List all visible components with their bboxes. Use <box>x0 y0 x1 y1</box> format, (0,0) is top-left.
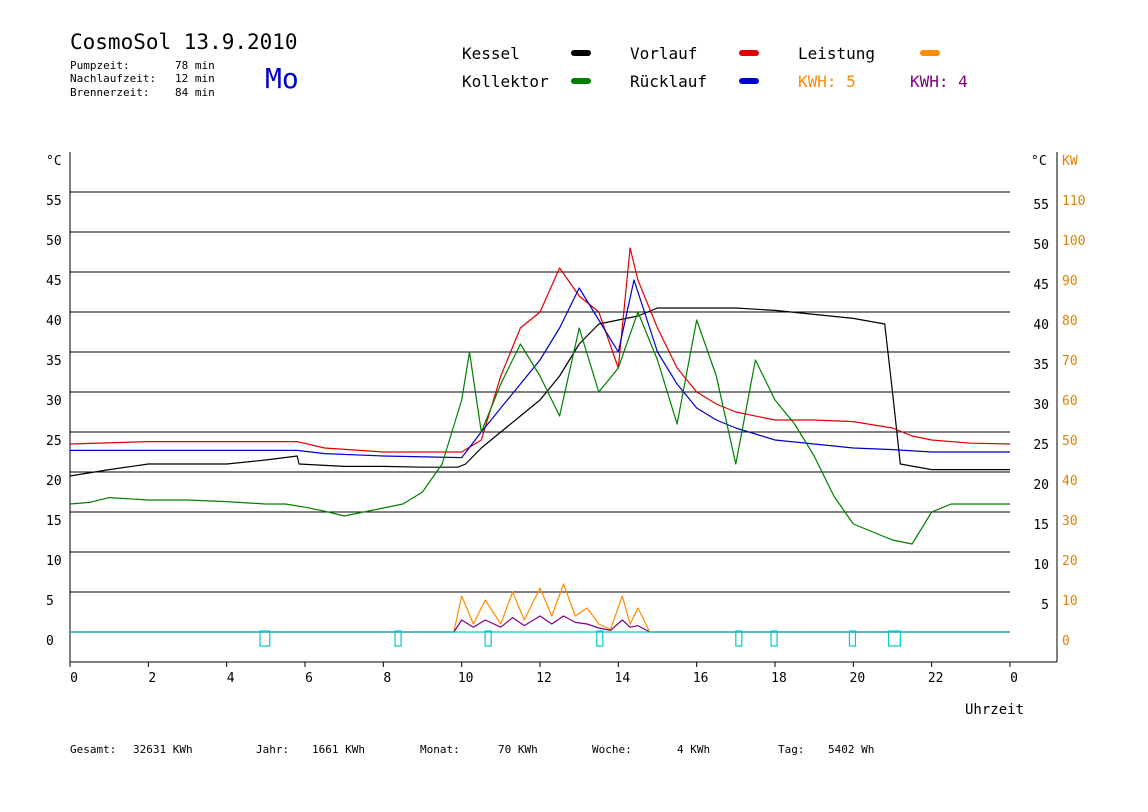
x-tick-label: 6 <box>305 671 313 686</box>
legend-ruecklauf: Rücklauf <box>630 72 708 91</box>
y2-tick-label: 60 <box>1062 394 1078 409</box>
after-run-value: 12 min <box>175 72 215 85</box>
pump-marker <box>735 630 743 647</box>
footer-month-value: 70 KWh <box>498 743 538 756</box>
y-tick-label-left: 15 <box>46 514 62 529</box>
series-line-kessel <box>69 307 1010 477</box>
pump-time-value: 78 min <box>175 59 215 72</box>
y-tick-label-right: 45 <box>1033 278 1049 293</box>
pump-marker <box>596 630 604 647</box>
y-tick-label-left: 5 <box>46 594 54 609</box>
y2-tick-label: 0 <box>1062 634 1070 649</box>
y-tick-label-left: 45 <box>46 274 62 289</box>
y-tick-label-right: 20 <box>1033 478 1049 493</box>
y-tick-label-right: 30 <box>1033 398 1049 413</box>
footer-day-value: 5402 Wh <box>828 743 875 756</box>
pump-marker <box>259 630 271 647</box>
x-tick-label: 10 <box>458 671 474 686</box>
burner-time-label: Brennerzeit: <box>70 86 150 99</box>
y2-tick-label: 70 <box>1062 354 1078 369</box>
y2-tick-label: 110 <box>1062 194 1085 209</box>
footer-total-label: Gesamt: <box>70 743 117 756</box>
chart-title: CosmoSol 13.9.2010 <box>70 30 298 54</box>
legend-ruecklauf-swatch <box>739 78 759 84</box>
pump-marker <box>484 630 492 647</box>
series-line-r-cklauf <box>70 279 1010 459</box>
y-tick-label-right: 10 <box>1033 558 1049 573</box>
legend-vorlauf-swatch <box>739 50 759 56</box>
x-tick-label: 14 <box>615 671 631 686</box>
legend-vorlauf: Vorlauf <box>630 44 698 63</box>
legend-kessel: Kessel <box>462 44 520 63</box>
y-tick-label-left: 25 <box>46 434 62 449</box>
x-tick-label: 4 <box>227 671 235 686</box>
x-tick-label: 22 <box>928 671 944 686</box>
x-tick-label: 18 <box>771 671 787 686</box>
legend-kwh-orange: KWH: 5 <box>798 72 856 91</box>
x-tick-label: 0 <box>1010 671 1018 686</box>
legend-kwh-purple: KWH: 4 <box>910 72 968 91</box>
y2-tick-label: 50 <box>1062 434 1078 449</box>
footer-week-value: 4 KWh <box>677 743 711 756</box>
y-axis-unit-left: °C <box>46 154 62 169</box>
y-tick-label-left: 30 <box>46 394 62 409</box>
series-line-leistung2 <box>70 615 1010 633</box>
legend-leistung: Leistung <box>798 44 876 63</box>
pump-marker <box>394 630 402 647</box>
y-tick-label-right: 15 <box>1033 518 1049 533</box>
footer-year-label: Jahr: <box>256 743 290 756</box>
x-tick-label: 8 <box>383 671 391 686</box>
y-axis-unit-right: °C <box>1031 154 1047 169</box>
y2-tick-label: 10 <box>1062 594 1078 609</box>
y2-tick-label: 90 <box>1062 274 1078 289</box>
series-line-leistung <box>70 583 1010 633</box>
pump-marker <box>887 630 901 647</box>
y-tick-label-left: 55 <box>46 194 62 209</box>
x-tick-label: 0 <box>70 671 78 686</box>
y-tick-label-right: 5 <box>1041 598 1049 613</box>
y-tick-label-right: 40 <box>1033 318 1049 333</box>
burner-time-value: 84 min <box>175 86 215 99</box>
pump-time-label: Pumpzeit: <box>70 59 130 72</box>
x-tick-label: 20 <box>850 671 866 686</box>
y2-axis-unit: KW <box>1062 154 1078 169</box>
y-tick-label-right: 25 <box>1033 438 1049 453</box>
y-tick-label-left: 35 <box>46 354 62 369</box>
x-axis-label: Uhrzeit <box>965 702 1024 718</box>
series-line-vorlauf <box>69 247 1011 453</box>
y2-tick-label: 20 <box>1062 554 1078 569</box>
y2-tick-label: 100 <box>1062 234 1085 249</box>
footer-total-value: 32631 KWh <box>133 743 193 756</box>
footer-month-label: Monat: <box>420 743 460 756</box>
after-run-label: Nachlaufzeit: <box>70 72 157 85</box>
y-tick-label-right: 35 <box>1033 358 1049 373</box>
pump-marker <box>848 630 857 647</box>
y2-tick-label: 30 <box>1062 514 1078 529</box>
x-tick-label: 16 <box>693 671 709 686</box>
y-tick-label-left: 0 <box>46 634 54 649</box>
y-tick-label-right: 50 <box>1033 238 1049 253</box>
y2-tick-label: 80 <box>1062 314 1078 329</box>
y-tick-label-left: 50 <box>46 234 62 249</box>
pump-marker <box>770 630 778 647</box>
y-tick-label-left: 40 <box>46 314 62 329</box>
y-tick-label-left: 20 <box>46 474 62 489</box>
y-tick-label-left: 10 <box>46 554 62 569</box>
series-line-kollektor <box>69 311 1010 545</box>
legend-kollektor-swatch <box>571 78 591 84</box>
y2-tick-label: 40 <box>1062 474 1078 489</box>
legend-kollektor: Kollektor <box>462 72 549 91</box>
x-tick-label: 12 <box>536 671 552 686</box>
legend-leistung-swatch <box>920 50 940 56</box>
y-tick-label-right: 55 <box>1033 198 1049 213</box>
legend-kessel-swatch <box>571 50 591 56</box>
footer-week-label: Woche: <box>592 743 632 756</box>
weekday-label: Mo <box>265 62 299 95</box>
footer-year-value: 1661 KWh <box>312 743 365 756</box>
footer-day-label: Tag: <box>778 743 805 756</box>
x-tick-label: 2 <box>148 671 156 686</box>
